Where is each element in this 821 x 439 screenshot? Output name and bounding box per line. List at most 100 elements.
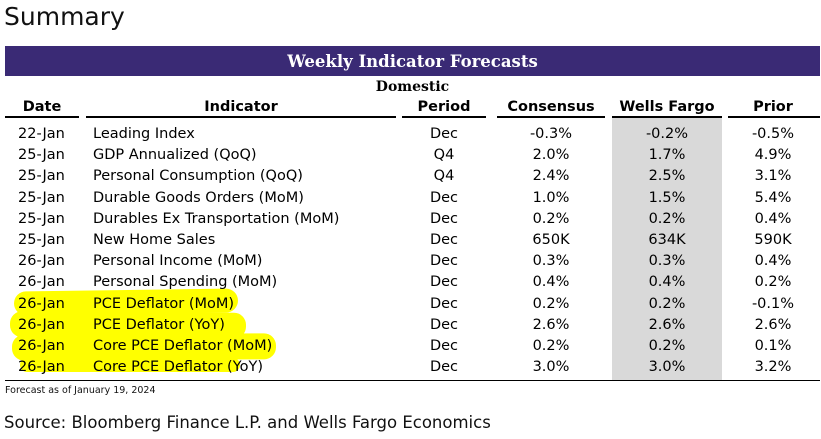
cell-date: 26-Jan bbox=[18, 253, 65, 270]
table-row: 25-Jan Personal Consumption (QoQ) Q4 2.4% 2.… bbox=[0, 166, 821, 187]
cell-indicator: Leading Index bbox=[93, 126, 195, 142]
cell-consensus: 650K bbox=[532, 231, 570, 248]
cell-prior: 4.9% bbox=[754, 147, 792, 164]
cell-prior: 3.2% bbox=[754, 359, 792, 376]
cell-date: 26-Jan bbox=[18, 337, 65, 354]
table-row: 22-Jan Leading Index Dec -0.3% -0.2% -0.5% bbox=[0, 124, 821, 145]
cell-period: Dec bbox=[429, 337, 459, 354]
cell-prior: 0.1% bbox=[754, 337, 792, 354]
table-row: 25-Jan GDP Annualized (QoQ) Q4 2.0% 1.7% 4.9% bbox=[0, 145, 821, 166]
cell-wells-fargo: 2.6% bbox=[648, 316, 686, 333]
cell-consensus: 2.4% bbox=[532, 168, 570, 185]
cell-consensus: -0.3% bbox=[529, 126, 573, 142]
cell-prior: 2.6% bbox=[754, 316, 792, 333]
table-row: 26-Jan PCE Deflator (YoY) Dec 2.6% 2.6% 2.6% bbox=[0, 315, 821, 336]
cell-period: Q4 bbox=[433, 147, 455, 164]
cell-wells-fargo: 1.7% bbox=[648, 147, 686, 164]
cell-period: Q4 bbox=[433, 168, 455, 185]
cell-consensus: 3.0% bbox=[532, 359, 570, 376]
table-row: 26-Jan Core PCE Deflator (MoM) Dec 0.2% 0.2%… bbox=[0, 336, 821, 357]
header-prior: Prior bbox=[753, 99, 793, 115]
cell-wells-fargo: 0.3% bbox=[648, 253, 686, 270]
cell-consensus: 0.2% bbox=[532, 295, 570, 312]
table-row: 26-Jan Core PCE Deflator (YoY) Dec 3.0% 3.0%… bbox=[0, 357, 821, 378]
cell-indicator: New Home Sales bbox=[93, 231, 216, 248]
header-consensus: Consensus bbox=[507, 99, 595, 115]
cell-date: 26-Jan bbox=[18, 295, 65, 312]
table-bottom-rule bbox=[5, 380, 820, 381]
cell-indicator: Personal Income (MoM) bbox=[93, 253, 263, 270]
cell-indicator: Core PCE Deflator (YoY) bbox=[93, 359, 264, 376]
cell-consensus: 0.2% bbox=[532, 210, 570, 227]
cell-indicator: GDP Annualized (QoQ) bbox=[93, 147, 257, 164]
cell-indicator: Durable Goods Orders (MoM) bbox=[93, 189, 304, 206]
cell-prior: 5.4% bbox=[754, 189, 792, 206]
cell-prior: 3.1% bbox=[754, 168, 792, 185]
cell-period: Dec bbox=[429, 274, 459, 291]
cell-wells-fargo: 2.5% bbox=[648, 168, 686, 185]
header-divider bbox=[5, 116, 79, 118]
cell-date: 25-Jan bbox=[18, 231, 65, 248]
header-indicator: Indicator bbox=[204, 99, 278, 115]
section-label: Domestic bbox=[375, 79, 450, 95]
cell-wells-fargo: 0.2% bbox=[648, 210, 686, 227]
header-divider bbox=[728, 116, 820, 118]
cell-period: Dec bbox=[429, 210, 459, 227]
cell-prior: 0.4% bbox=[754, 253, 792, 270]
cell-prior: 0.2% bbox=[754, 274, 792, 291]
table-row: 26-Jan Personal Spending (MoM) Dec 0.4% 0.4%… bbox=[0, 272, 821, 293]
forecast-table-body: 22-Jan Leading Index Dec -0.3% -0.2% -0.5% 25-… bbox=[0, 124, 821, 378]
highlight-mark bbox=[20, 358, 240, 372]
cell-prior: -0.1% bbox=[751, 295, 795, 312]
header-divider bbox=[86, 116, 396, 118]
cell-prior: 0.4% bbox=[754, 210, 792, 227]
cell-consensus: 0.4% bbox=[532, 274, 570, 291]
cell-date: 26-Jan bbox=[18, 274, 65, 291]
cell-period: Dec bbox=[429, 231, 459, 248]
cell-wells-fargo: 634K bbox=[648, 231, 686, 248]
cell-indicator: PCE Deflator (MoM) bbox=[93, 295, 235, 312]
cell-wells-fargo: 3.0% bbox=[648, 359, 686, 376]
cell-period: Dec bbox=[429, 126, 459, 142]
table-row: 26-Jan Personal Income (MoM) Dec 0.3% 0.3% 0.… bbox=[0, 251, 821, 272]
cell-wells-fargo: 0.2% bbox=[648, 295, 686, 312]
header-date: Date bbox=[22, 99, 62, 115]
header-divider bbox=[612, 116, 722, 118]
wells-fargo-column-shade bbox=[612, 118, 722, 380]
header-wells-fargo: Wells Fargo bbox=[619, 99, 715, 115]
cell-period: Dec bbox=[429, 189, 459, 206]
header-divider bbox=[402, 116, 486, 118]
cell-consensus: 2.6% bbox=[532, 316, 570, 333]
cell-period: Dec bbox=[429, 295, 459, 312]
source-note: Source: Bloomberg Finance L.P. and Wells… bbox=[4, 413, 491, 432]
cell-date: 26-Jan bbox=[18, 359, 65, 376]
cell-period: Dec bbox=[429, 316, 459, 333]
cell-indicator: Core PCE Deflator (MoM) bbox=[93, 337, 273, 354]
cell-prior: 590K bbox=[754, 231, 792, 248]
cell-consensus: 2.0% bbox=[532, 147, 570, 164]
cell-consensus: 0.3% bbox=[532, 253, 570, 270]
cell-period: Dec bbox=[429, 359, 459, 376]
cell-date: 25-Jan bbox=[18, 147, 65, 164]
cell-date: 25-Jan bbox=[18, 210, 65, 227]
cell-wells-fargo: 0.4% bbox=[648, 274, 686, 291]
cell-prior: -0.5% bbox=[751, 126, 795, 142]
cell-wells-fargo: -0.2% bbox=[645, 126, 689, 142]
table-row: 25-Jan Durable Goods Orders (MoM) Dec 1.0% 1… bbox=[0, 188, 821, 209]
cell-wells-fargo: 0.2% bbox=[648, 337, 686, 354]
header-divider bbox=[497, 116, 605, 118]
cell-consensus: 0.2% bbox=[532, 337, 570, 354]
table-banner: Weekly Indicator Forecasts bbox=[5, 46, 820, 76]
cell-wells-fargo: 1.5% bbox=[648, 189, 686, 206]
cell-indicator: Personal Consumption (QoQ) bbox=[93, 168, 303, 185]
cell-indicator: Personal Spending (MoM) bbox=[93, 274, 278, 291]
table-row: 25-Jan New Home Sales Dec 650K 634K 590K bbox=[0, 230, 821, 251]
table-row: 26-Jan PCE Deflator (MoM) Dec 0.2% 0.2% -0.1% bbox=[0, 294, 821, 315]
header-period: Period bbox=[417, 99, 471, 115]
forecast-date-note: Forecast as of January 19, 2024 bbox=[5, 385, 156, 396]
cell-indicator: PCE Deflator (YoY) bbox=[93, 316, 225, 333]
cell-consensus: 1.0% bbox=[532, 189, 570, 206]
table-row: 25-Jan Durables Ex Transportation (MoM) De… bbox=[0, 209, 821, 230]
cell-indicator: Durables Ex Transportation (MoM) bbox=[93, 210, 340, 227]
cell-date: 26-Jan bbox=[18, 316, 65, 333]
